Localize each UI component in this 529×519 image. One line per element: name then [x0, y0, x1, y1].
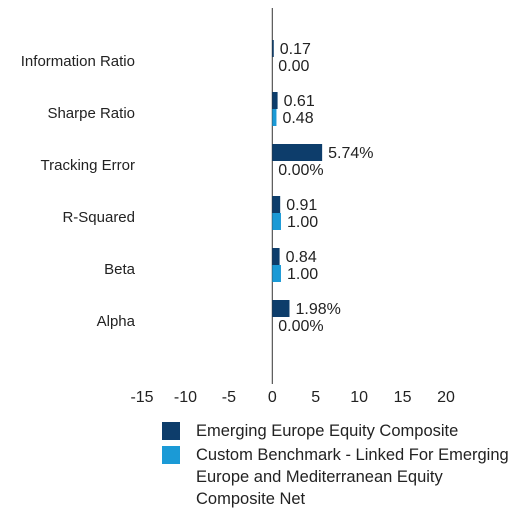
value-label: 0.17	[280, 41, 311, 58]
value-label: 0.00%	[278, 318, 323, 335]
legend: Emerging Europe Equity Composite Custom B…	[162, 420, 522, 512]
x-tick-label: 0	[268, 389, 277, 406]
value-label: 0.61	[284, 93, 315, 110]
bar	[272, 196, 281, 213]
bar	[272, 144, 323, 161]
value-label: 0.84	[286, 249, 317, 266]
bar	[272, 40, 274, 57]
bar	[272, 109, 277, 126]
value-label: 1.00	[287, 266, 318, 283]
bar	[272, 300, 290, 317]
x-tick-label: 15	[394, 389, 412, 406]
bar	[272, 92, 278, 109]
y-tick-label: R-Squared	[62, 209, 135, 226]
legend-label: Custom Benchmark - Linked For Emerging E…	[196, 446, 509, 508]
y-tick-label: Tracking Error	[41, 157, 135, 174]
legend-swatch	[162, 446, 180, 464]
y-tick-label: Beta	[104, 261, 136, 278]
y-tick-label: Information Ratio	[21, 53, 135, 70]
bar	[272, 248, 280, 265]
value-label: 5.74%	[328, 145, 373, 162]
bar	[272, 213, 281, 230]
value-label: 0.00%	[278, 162, 323, 179]
x-tick-label: 20	[437, 389, 455, 406]
x-tick-label: 5	[311, 389, 320, 406]
legend-item: Emerging Europe Equity Composite	[162, 420, 522, 442]
y-tick-label: Sharpe Ratio	[47, 105, 135, 122]
value-label: 0.00	[278, 58, 309, 75]
x-tick-label: -10	[174, 389, 197, 406]
legend-item: Custom Benchmark - Linked For Emerging E…	[162, 444, 522, 510]
value-label: 0.48	[282, 110, 313, 127]
bar	[272, 265, 281, 282]
value-label: 0.91	[286, 197, 317, 214]
x-tick-label: -5	[222, 389, 236, 406]
value-label: 1.00	[287, 214, 318, 231]
value-label: 1.98%	[295, 301, 340, 318]
x-tick-label: 10	[350, 389, 368, 406]
legend-label: Emerging Europe Equity Composite	[196, 422, 459, 440]
x-tick-label: -15	[130, 389, 153, 406]
legend-swatch	[162, 422, 180, 440]
y-tick-label: Alpha	[97, 313, 136, 330]
